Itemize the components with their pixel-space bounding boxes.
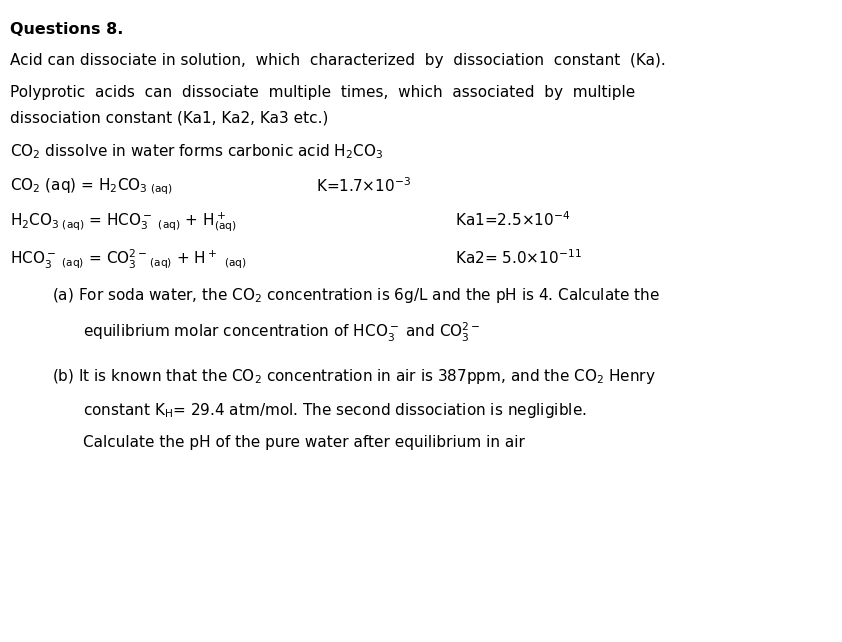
Text: Ka1=2.5$\times$10$^{-4}$: Ka1=2.5$\times$10$^{-4}$: [455, 211, 570, 229]
Text: constant K$_\mathrm{H}$= 29.4 atm/mol. The second dissociation is negligible.: constant K$_\mathrm{H}$= 29.4 atm/mol. T…: [83, 401, 586, 421]
Text: (b) It is known that the CO$_2$ concentration in air is 387ppm, and the CO$_2$ H: (b) It is known that the CO$_2$ concentr…: [52, 367, 656, 386]
Text: H$_2$CO$_{3\ \mathrm{(aq)}}$ = HCO$_3^-{}_{\mathrm{\ (aq)}}$ + H$^+_{\mathrm{(aq: H$_2$CO$_{3\ \mathrm{(aq)}}$ = HCO$_3^-{…: [10, 211, 237, 234]
Text: CO$_2$ (aq) = H$_2$CO$_{3\ \mathrm{(aq)}}$: CO$_2$ (aq) = H$_2$CO$_{3\ \mathrm{(aq)}…: [10, 177, 173, 197]
Text: equilibrium molar concentration of HCO$_3^-$ and CO$_3^{2-}$: equilibrium molar concentration of HCO$_…: [83, 320, 480, 343]
Text: Polyprotic  acids  can  dissociate  multiple  times,  which  associated  by  mul: Polyprotic acids can dissociate multiple…: [10, 85, 636, 100]
Text: Calculate the pH of the pure water after equilibrium in air: Calculate the pH of the pure water after…: [83, 435, 525, 450]
Text: HCO$_3^-{}_{\mathrm{\ (aq)}}$ = CO$_3^{2-}{}_{\mathrm{(aq)}}$ + H$^+$ $\mathrm{_: HCO$_3^-{}_{\mathrm{\ (aq)}}$ = CO$_3^{2…: [10, 248, 247, 271]
Text: Ka2= 5.0$\times$10$^{-11}$: Ka2= 5.0$\times$10$^{-11}$: [455, 248, 582, 266]
Text: Acid can dissociate in solution,  which  characterized  by  dissociation  consta: Acid can dissociate in solution, which c…: [10, 53, 666, 67]
Text: (a) For soda water, the CO$_2$ concentration is 6g/L and the pH is 4. Calculate : (a) For soda water, the CO$_2$ concentra…: [52, 286, 660, 306]
Text: Questions 8.: Questions 8.: [10, 22, 124, 37]
Text: dissociation constant (Ka1, Ka2, Ka3 etc.): dissociation constant (Ka1, Ka2, Ka3 etc…: [10, 110, 328, 125]
Text: CO$_2$ dissolve in water forms carbonic acid H$_2$CO$_3$: CO$_2$ dissolve in water forms carbonic …: [10, 143, 383, 161]
Text: K=1.7$\times$10$^{-3}$: K=1.7$\times$10$^{-3}$: [316, 177, 411, 195]
